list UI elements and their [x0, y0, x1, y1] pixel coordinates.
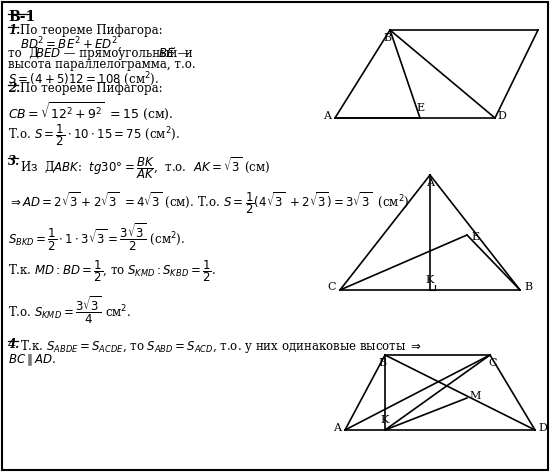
Text: $BED$: $BED$ — [35, 47, 61, 60]
Text: B: B — [524, 282, 532, 292]
Text: то  Д: то Д — [8, 47, 39, 60]
Text: A: A — [333, 423, 341, 433]
Text: K: K — [381, 415, 389, 425]
Text: $CB = \sqrt{12^2 + 9^2}\ = 15$ (см).: $CB = \sqrt{12^2 + 9^2}\ = 15$ (см). — [8, 100, 173, 122]
Text: M: M — [469, 391, 481, 401]
Text: 3.: 3. — [8, 155, 20, 168]
Text: Т.о. $S = \dfrac{1}{2} \cdot 10 \cdot 15 = 75$ (см$^2$).: Т.о. $S = \dfrac{1}{2} \cdot 10 \cdot 15… — [8, 122, 180, 148]
Text: B: B — [383, 33, 391, 43]
Text: E: E — [471, 232, 479, 242]
Text: 1.: 1. — [8, 24, 20, 37]
Text: Из  Д$ABK$:  $tg30°= \dfrac{BK}{AK}$,  т.о.  $AK = \sqrt{3}$ (см): Из Д$ABK$: $tg30°= \dfrac{BK}{AK}$, т.о.… — [20, 155, 271, 181]
Text: B: B — [378, 358, 386, 368]
Text: 2.: 2. — [8, 82, 20, 95]
Text: D: D — [498, 111, 507, 121]
Text: —: — — [174, 47, 190, 60]
Text: — прямоугольный  и: — прямоугольный и — [60, 47, 192, 60]
Text: 4.: 4. — [8, 338, 20, 351]
Text: Т.о. $S_{KMD} = \dfrac{3\sqrt{3}}{4}$ см$^2$.: Т.о. $S_{KMD} = \dfrac{3\sqrt{3}}{4}$ см… — [8, 295, 131, 327]
Text: C: C — [328, 282, 336, 292]
Text: $BE$: $BE$ — [158, 47, 175, 60]
Text: В-1: В-1 — [8, 10, 35, 24]
Text: $BD^2=BE^2+ED^2$,: $BD^2=BE^2+ED^2$, — [20, 36, 122, 54]
Text: $\Rightarrow AD=2\sqrt{3}+2\sqrt{3}\ = 4\sqrt{3}$ (см). Т.о. $S=\dfrac{1}{2}(4\s: $\Rightarrow AD=2\sqrt{3}+2\sqrt{3}\ = 4… — [8, 190, 409, 216]
Text: A: A — [426, 178, 434, 188]
Text: По теореме Пифагора:: По теореме Пифагора: — [20, 82, 163, 95]
Text: высота параллелограмма, т.о.: высота параллелограмма, т.о. — [8, 58, 196, 71]
Text: D: D — [538, 423, 547, 433]
Text: Т.к. $MD : BD = \dfrac{1}{2}$, то $S_{KMD} : S_{KBD} = \dfrac{1}{2}$.: Т.к. $MD : BD = \dfrac{1}{2}$, то $S_{KM… — [8, 258, 216, 284]
Text: Т.к. $S_{ABDE} = S_{ACDE}$, то $S_{ABD} = S_{ACD}$, т.о. у них одинаковые высоты: Т.к. $S_{ABDE} = S_{ACDE}$, то $S_{ABD} … — [20, 338, 422, 355]
Text: A: A — [323, 111, 331, 121]
Text: По теореме Пифагора:: По теореме Пифагора: — [20, 24, 163, 37]
Text: $S = (4 + 5)12 = 108$ (см$^2$).: $S = (4 + 5)12 = 108$ (см$^2$). — [8, 70, 159, 88]
Text: C: C — [489, 358, 497, 368]
Text: K: K — [426, 275, 434, 285]
Text: $BC \parallel AD$.: $BC \parallel AD$. — [8, 352, 57, 368]
Text: $S_{BKD}=\dfrac{1}{2}\cdot 1\cdot 3\sqrt{3}=\dfrac{3\sqrt{3}}{2}$ (см$^2$).: $S_{BKD}=\dfrac{1}{2}\cdot 1\cdot 3\sqrt… — [8, 222, 185, 254]
Text: E: E — [416, 103, 424, 113]
